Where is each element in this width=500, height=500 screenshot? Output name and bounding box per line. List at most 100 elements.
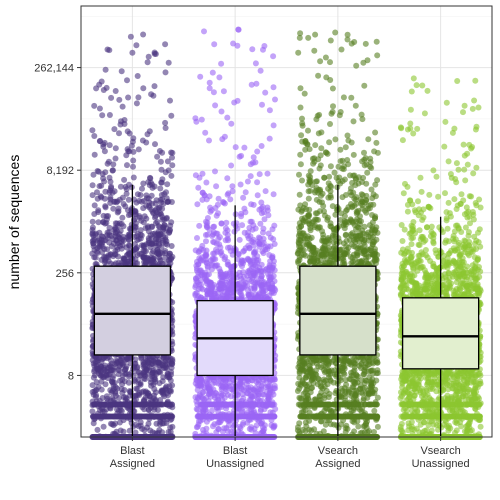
- data-point: [109, 189, 116, 196]
- outlier-point: [106, 47, 113, 54]
- data-point: [101, 366, 108, 373]
- data-point: [224, 227, 231, 234]
- data-point: [168, 219, 175, 226]
- data-point: [140, 370, 147, 377]
- data-point: [229, 183, 236, 190]
- data-point: [125, 379, 132, 386]
- data-point: [146, 393, 153, 399]
- data-point: [110, 161, 117, 168]
- data-point: [90, 232, 97, 239]
- data-point: [248, 424, 255, 431]
- data-point: [258, 199, 265, 206]
- data-point: [98, 236, 105, 243]
- data-point: [159, 415, 166, 421]
- outlier-point: [93, 85, 100, 92]
- data-point: [93, 392, 100, 399]
- data-point: [100, 212, 107, 219]
- data-point: [93, 379, 100, 386]
- data-point: [147, 175, 154, 182]
- data-point: [209, 233, 216, 239]
- data-point: [119, 214, 126, 221]
- data-point: [112, 251, 119, 258]
- data-point: [103, 406, 110, 413]
- outlier-point: [167, 97, 173, 104]
- outlier-point: [162, 41, 169, 48]
- data-point: [119, 389, 126, 396]
- data-point: [123, 190, 130, 197]
- data-point: [246, 245, 253, 252]
- outlier-point: [129, 49, 136, 56]
- outlier-point: [125, 94, 132, 101]
- data-point: [104, 401, 111, 408]
- data-point: [103, 393, 110, 400]
- data-point: [164, 361, 171, 368]
- data-point: [168, 199, 175, 205]
- data-point: [143, 139, 150, 146]
- data-point: [215, 195, 222, 202]
- data-point: [89, 182, 96, 189]
- data-point: [92, 413, 98, 420]
- data-point: [126, 427, 133, 434]
- data-point: [152, 401, 159, 408]
- series-points: [89, 31, 176, 440]
- data-point: [98, 182, 105, 189]
- data-point: [119, 194, 126, 201]
- data-point: [109, 421, 116, 428]
- outlier-point: [148, 91, 155, 98]
- data-point: [224, 175, 231, 182]
- data-point: [91, 151, 98, 158]
- data-point: [134, 260, 141, 267]
- data-point: [258, 205, 265, 212]
- data-point: [101, 246, 108, 252]
- data-point: [93, 386, 100, 393]
- outlier-point: [162, 69, 169, 76]
- data-point: [195, 261, 202, 268]
- data-point: [270, 258, 277, 265]
- data-point: [90, 171, 97, 178]
- data-point: [104, 160, 111, 167]
- outlier-point: [91, 102, 98, 109]
- data-point: [91, 246, 98, 253]
- data-point: [157, 196, 164, 203]
- outlier-point: [91, 133, 98, 139]
- data-point: [114, 246, 121, 253]
- outlier-point: [116, 96, 123, 103]
- data-point: [93, 365, 100, 372]
- data-point: [146, 256, 153, 263]
- data-point: [270, 424, 277, 431]
- data-point: [262, 188, 269, 195]
- data-point: [114, 385, 121, 392]
- data-point: [262, 244, 269, 251]
- data-point: [152, 141, 158, 148]
- outlier-point: [125, 148, 132, 155]
- data-point: [106, 142, 113, 149]
- data-point: [126, 388, 133, 394]
- data-point: [114, 228, 121, 235]
- data-point: [145, 401, 152, 408]
- data-point: [158, 211, 165, 218]
- data-point: [156, 368, 163, 375]
- data-point: [162, 169, 169, 176]
- outlier-point: [127, 33, 134, 40]
- data-point: [195, 184, 202, 191]
- data-point: [101, 254, 107, 261]
- outlier-point: [162, 125, 169, 131]
- data-point: [153, 397, 159, 403]
- data-point: [213, 212, 220, 219]
- data-point: [135, 94, 142, 101]
- data-point: [162, 119, 169, 126]
- data-point: [116, 363, 123, 370]
- data-point: [98, 378, 105, 385]
- data-point: [145, 359, 152, 366]
- data-point: [150, 210, 157, 217]
- data-point: [140, 364, 147, 371]
- data-point: [110, 397, 117, 404]
- data-point: [168, 243, 175, 249]
- data-point: [146, 367, 152, 374]
- data-point: [257, 220, 264, 227]
- data-point: [233, 220, 240, 227]
- data-point: [228, 264, 235, 270]
- data-point: [137, 192, 144, 198]
- data-point: [161, 216, 168, 223]
